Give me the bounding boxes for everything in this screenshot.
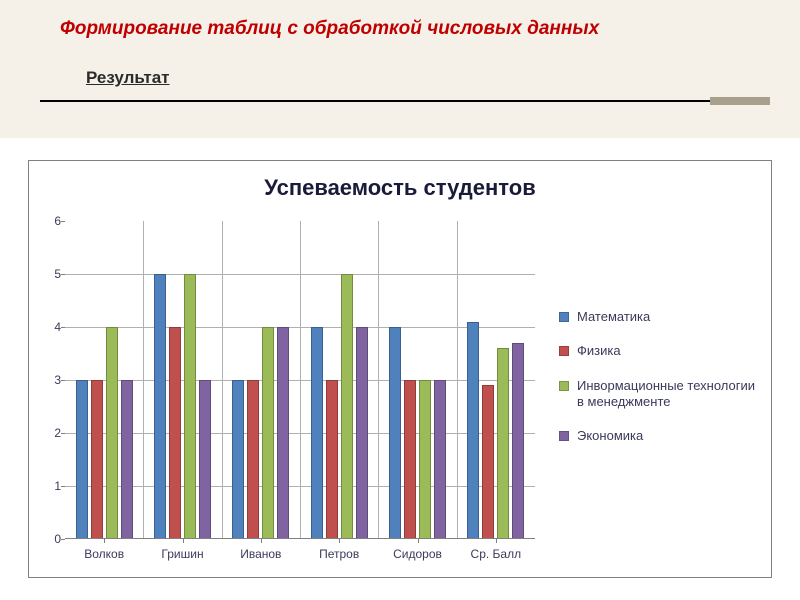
bar xyxy=(277,327,289,539)
bar xyxy=(419,380,431,539)
legend-item: Математика xyxy=(559,309,759,325)
legend-swatch xyxy=(559,312,569,322)
x-tick-mark xyxy=(104,539,105,543)
bar xyxy=(341,274,353,539)
y-tick-mark xyxy=(61,380,65,381)
slide-header: Формирование таблиц с обработкой числовы… xyxy=(0,0,800,138)
bar xyxy=(389,327,401,539)
bar xyxy=(247,380,259,539)
legend-swatch xyxy=(559,431,569,441)
chart-container: Успеваемость студентов 0123456ВолковГриш… xyxy=(28,160,772,578)
x-tick-label: Сидоров xyxy=(393,547,442,561)
bar xyxy=(169,327,181,539)
legend: Математика Физика Инвормационные технологи… xyxy=(559,309,759,462)
y-tick-label: 5 xyxy=(47,267,61,281)
gridline-v xyxy=(378,221,379,539)
bar xyxy=(91,380,103,539)
x-tick-mark xyxy=(339,539,340,543)
bar xyxy=(199,380,211,539)
bar xyxy=(467,322,479,539)
bar xyxy=(262,327,274,539)
main-title: Формирование таблиц с обработкой числовы… xyxy=(0,18,800,68)
x-tick-label: Волков xyxy=(84,547,124,561)
gridline-v xyxy=(222,221,223,539)
y-tick-label: 0 xyxy=(47,532,61,546)
y-tick-label: 6 xyxy=(47,214,61,228)
divider-line xyxy=(40,100,730,102)
bar xyxy=(326,380,338,539)
x-tick-label: Иванов xyxy=(240,547,281,561)
bar xyxy=(76,380,88,539)
bar xyxy=(154,274,166,539)
y-tick-label: 3 xyxy=(47,373,61,387)
x-tick-mark xyxy=(261,539,262,543)
x-tick-label: Ср. Балл xyxy=(471,547,522,561)
x-tick-mark xyxy=(496,539,497,543)
bar xyxy=(184,274,196,539)
bar xyxy=(106,327,118,539)
y-tick-label: 1 xyxy=(47,479,61,493)
gridline-v xyxy=(300,221,301,539)
legend-label: Инвормационные технологии в менеджменте xyxy=(577,378,759,411)
y-tick-label: 4 xyxy=(47,320,61,334)
x-axis xyxy=(65,538,535,539)
x-tick-mark xyxy=(418,539,419,543)
plot-area: 0123456ВолковГришинИвановПетровСидоровСр… xyxy=(65,221,535,539)
gridline-v xyxy=(143,221,144,539)
y-tick-mark xyxy=(61,221,65,222)
x-tick-mark xyxy=(183,539,184,543)
legend-item: Экономика xyxy=(559,428,759,444)
bar xyxy=(482,385,494,539)
y-tick-mark xyxy=(61,327,65,328)
bar xyxy=(121,380,133,539)
y-tick-label: 2 xyxy=(47,426,61,440)
legend-item: Физика xyxy=(559,343,759,359)
gridline-v xyxy=(457,221,458,539)
y-tick-mark xyxy=(61,274,65,275)
chart-title: Успеваемость студентов xyxy=(29,161,771,211)
bar xyxy=(404,380,416,539)
bar xyxy=(497,348,509,539)
legend-swatch xyxy=(559,381,569,391)
subtitle: Результат xyxy=(0,68,800,100)
x-tick-label: Гришин xyxy=(161,547,203,561)
legend-label: Математика xyxy=(577,309,759,325)
legend-swatch xyxy=(559,346,569,356)
bar xyxy=(512,343,524,539)
bar xyxy=(356,327,368,539)
x-tick-label: Петров xyxy=(319,547,359,561)
legend-label: Экономика xyxy=(577,428,759,444)
y-tick-mark xyxy=(61,433,65,434)
bar xyxy=(311,327,323,539)
divider-accent xyxy=(710,97,770,105)
y-tick-mark xyxy=(61,486,65,487)
bar xyxy=(434,380,446,539)
legend-label: Физика xyxy=(577,343,759,359)
legend-item: Инвормационные технологии в менеджменте xyxy=(559,378,759,411)
y-tick-mark xyxy=(61,539,65,540)
bar xyxy=(232,380,244,539)
subtitle-row: Результат xyxy=(0,68,800,108)
